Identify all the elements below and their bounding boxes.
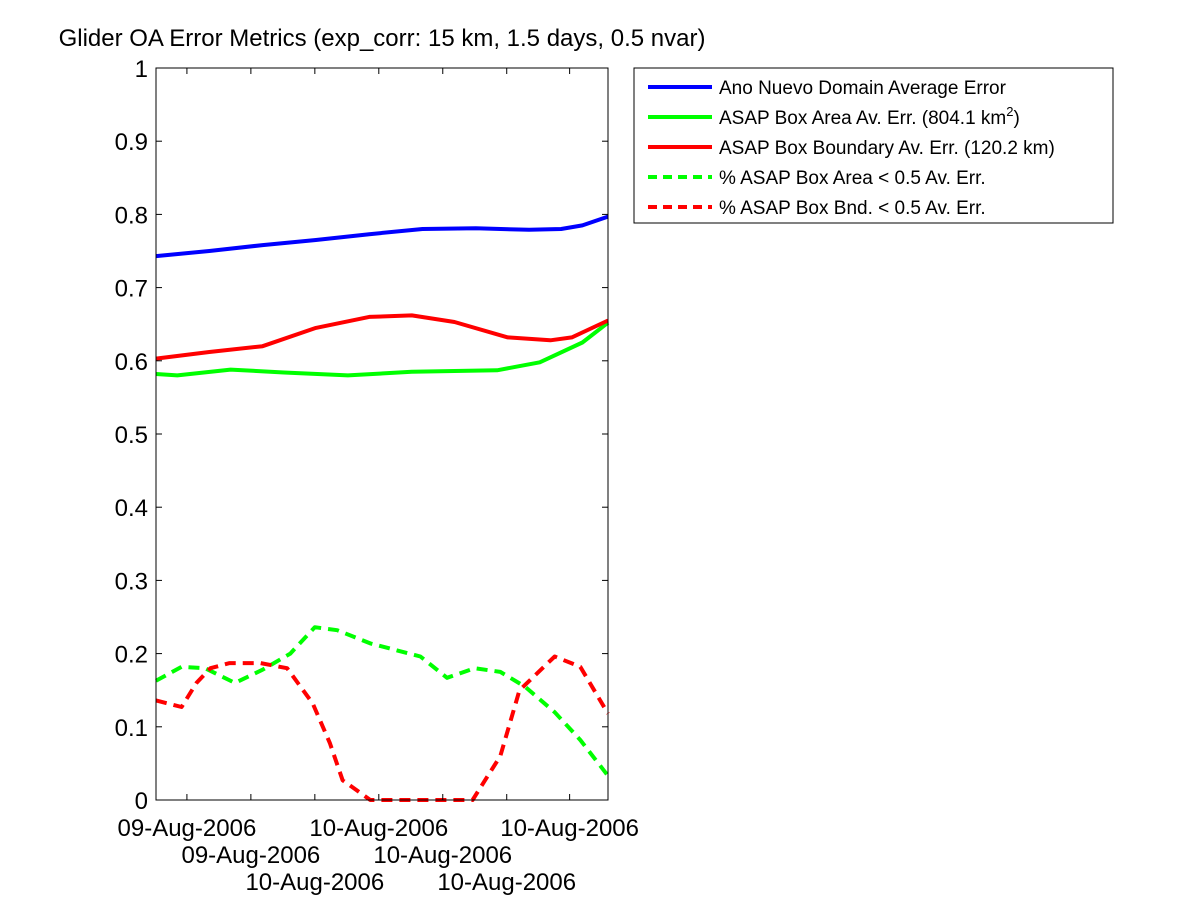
plot-area: 0 0.1 0.2 0.3 0.4 0.5 0.6 0.7 0.8 0.9 1 09-Aug-2006…: [115, 56, 639, 896]
x-tick-label: 10-Aug-2006: [500, 815, 639, 842]
x-tick-label: 10-Aug-2006: [245, 869, 384, 896]
y-tick-label: 0: [135, 788, 148, 815]
series-line-4: [155, 625, 610, 778]
axes-box: [155, 67, 609, 801]
series-line-1: [155, 214, 609, 259]
series-line-5: [155, 654, 610, 802]
legend: Ano Nuevo Domain Average Error ASAP Box A…: [633, 67, 1114, 224]
legend-box: [633, 67, 1114, 224]
y-tick-label: 0.2: [115, 642, 148, 669]
legend-label-3: ASAP Box Boundary Av. Err. (120.2 km): [719, 138, 1055, 159]
x-tick-label: 09-Aug-2006: [118, 815, 257, 842]
legend-label-2: ASAP Box Area Av. Err. (804.1 km2): [719, 104, 1020, 129]
series-line-3: [155, 313, 609, 361]
y-tick-label: 0.8: [115, 202, 148, 229]
legend-label-5: % ASAP Box Bnd. < 0.5 Av. Err.: [719, 198, 986, 219]
y-tick-label: 0.5: [115, 422, 148, 449]
chart-title: Glider OA Error Metrics (exp_corr: 15 km…: [59, 25, 706, 52]
x-tick-label: 10-Aug-2006: [309, 815, 448, 842]
y-tick-label: 0.7: [115, 276, 148, 303]
y-tick-label: 0.1: [115, 715, 148, 742]
y-tick-label: 0.3: [115, 568, 148, 595]
y-tick-label: 1: [135, 56, 148, 83]
legend-label-4: % ASAP Box Area < 0.5 Av. Err.: [719, 168, 986, 189]
y-tick-label: 0.9: [115, 129, 148, 156]
y-tick-label: 0.6: [115, 349, 148, 376]
legend-label-end: ): [1014, 108, 1020, 129]
x-tick-label: 10-Aug-2006: [437, 869, 576, 896]
y-tick-label: 0.4: [115, 495, 148, 522]
x-tick-label: 09-Aug-2006: [181, 842, 320, 869]
legend-superscript: 2: [1006, 104, 1013, 119]
legend-label-1: Ano Nuevo Domain Average Error: [719, 78, 1007, 99]
x-tick-label: 10-Aug-2006: [373, 842, 512, 869]
series-line-2: [155, 321, 610, 378]
